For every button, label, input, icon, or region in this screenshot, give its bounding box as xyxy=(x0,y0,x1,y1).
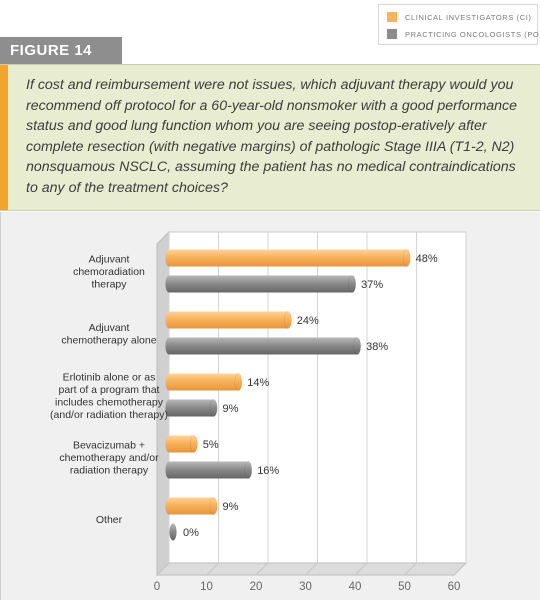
bar-po-base xyxy=(165,461,173,479)
question-accent-bar xyxy=(0,65,8,210)
bar-po-cap xyxy=(353,337,361,355)
legend-item-po: PRACTICING ONCOLOGISTS (PO) xyxy=(387,28,540,40)
bar-po-base xyxy=(165,399,173,417)
data-label-ci: 5% xyxy=(203,439,219,451)
bar-ci-cap xyxy=(209,497,218,515)
bar-po xyxy=(169,275,353,293)
bar-po-base xyxy=(165,337,173,355)
data-label-ci: 14% xyxy=(247,377,269,389)
data-label-po: 38% xyxy=(366,341,388,353)
bar-ci-base xyxy=(165,311,173,329)
bar-po-cap xyxy=(244,461,253,479)
legend-swatch-po xyxy=(387,29,397,39)
category-label: Erlotinib alone or as part of a program t… xyxy=(50,371,168,421)
x-tick-label: 20 xyxy=(250,581,263,593)
gridline-floor xyxy=(305,562,318,576)
x-tick-label: 0 xyxy=(154,581,160,593)
bar-po xyxy=(169,399,214,417)
bar-po-cap xyxy=(348,275,357,293)
data-label-po: 37% xyxy=(361,279,383,291)
legend-swatch-ci xyxy=(387,12,397,22)
category-label: Other xyxy=(96,514,123,526)
category-label: Bevacizumab + chemotherapy and/or radiatio… xyxy=(59,440,159,477)
bar-ci-cap xyxy=(402,249,411,267)
bar-chart: 0 10 20 30 40 50 60 48% 37% Adjuvant chemoradiatio… xyxy=(50,230,468,593)
gridline-floor xyxy=(206,562,219,576)
legend-item-ci: CLINICAL INVESTIGATORS (CI) xyxy=(387,11,532,23)
bar-ci-cap xyxy=(283,311,292,329)
bar-po-base xyxy=(165,275,173,293)
bar-ci xyxy=(169,311,288,329)
data-label-ci: 48% xyxy=(416,253,438,265)
chart-legend: CLINICAL INVESTIGATORS (CI) PRACTICING O… xyxy=(378,4,540,45)
x-tick-label: 60 xyxy=(448,581,461,593)
data-label-ci: 9% xyxy=(223,501,239,513)
bar-ci-cap xyxy=(189,435,198,453)
bar-ci-base xyxy=(165,435,173,453)
gridline-floor xyxy=(453,562,467,576)
bar-ci xyxy=(169,249,407,267)
gridline-floor xyxy=(404,562,417,576)
x-tick-label: 30 xyxy=(299,581,312,593)
bar-po-cap xyxy=(209,399,218,417)
data-label-po: 16% xyxy=(257,465,279,477)
bar-ci xyxy=(169,435,194,453)
data-label-po: 9% xyxy=(223,403,239,415)
bar-ci xyxy=(169,497,214,515)
chart-panel: 0 10 20 30 40 50 60 48% 37% Adjuvant chemoradiatio… xyxy=(0,212,540,600)
data-label-po: 0% xyxy=(183,527,199,539)
bar-po xyxy=(169,461,249,479)
bar-ci-base xyxy=(165,373,173,391)
gridline-floor xyxy=(255,562,269,576)
bar-ci-cap xyxy=(234,373,243,391)
question-box: If cost and reimbursement were not issue… xyxy=(0,64,540,211)
legend-label-ci: CLINICAL INVESTIGATORS (CI) xyxy=(405,12,532,22)
bar-po xyxy=(169,523,177,541)
legend-label-po: PRACTICING ONCOLOGISTS (PO) xyxy=(405,29,540,39)
figure-label: FIGURE 14 xyxy=(0,37,122,64)
bar-ci-base xyxy=(165,497,173,515)
bar-ci xyxy=(169,373,239,391)
question-text: If cost and reimbursement were not issue… xyxy=(26,77,518,196)
x-tick-label: 50 xyxy=(398,581,411,593)
bar-ci-base xyxy=(165,249,173,267)
x-tick-label: 10 xyxy=(200,581,213,593)
data-label-ci: 24% xyxy=(297,315,319,327)
bar-po xyxy=(169,337,358,355)
x-tick-label: 40 xyxy=(349,581,362,593)
gridline-floor xyxy=(354,562,368,576)
category-label: Adjuvant chemotherapy alone xyxy=(61,322,156,347)
category-label: Adjuvant chemoradiation therapy xyxy=(73,254,145,291)
gridline-floor xyxy=(156,562,170,576)
